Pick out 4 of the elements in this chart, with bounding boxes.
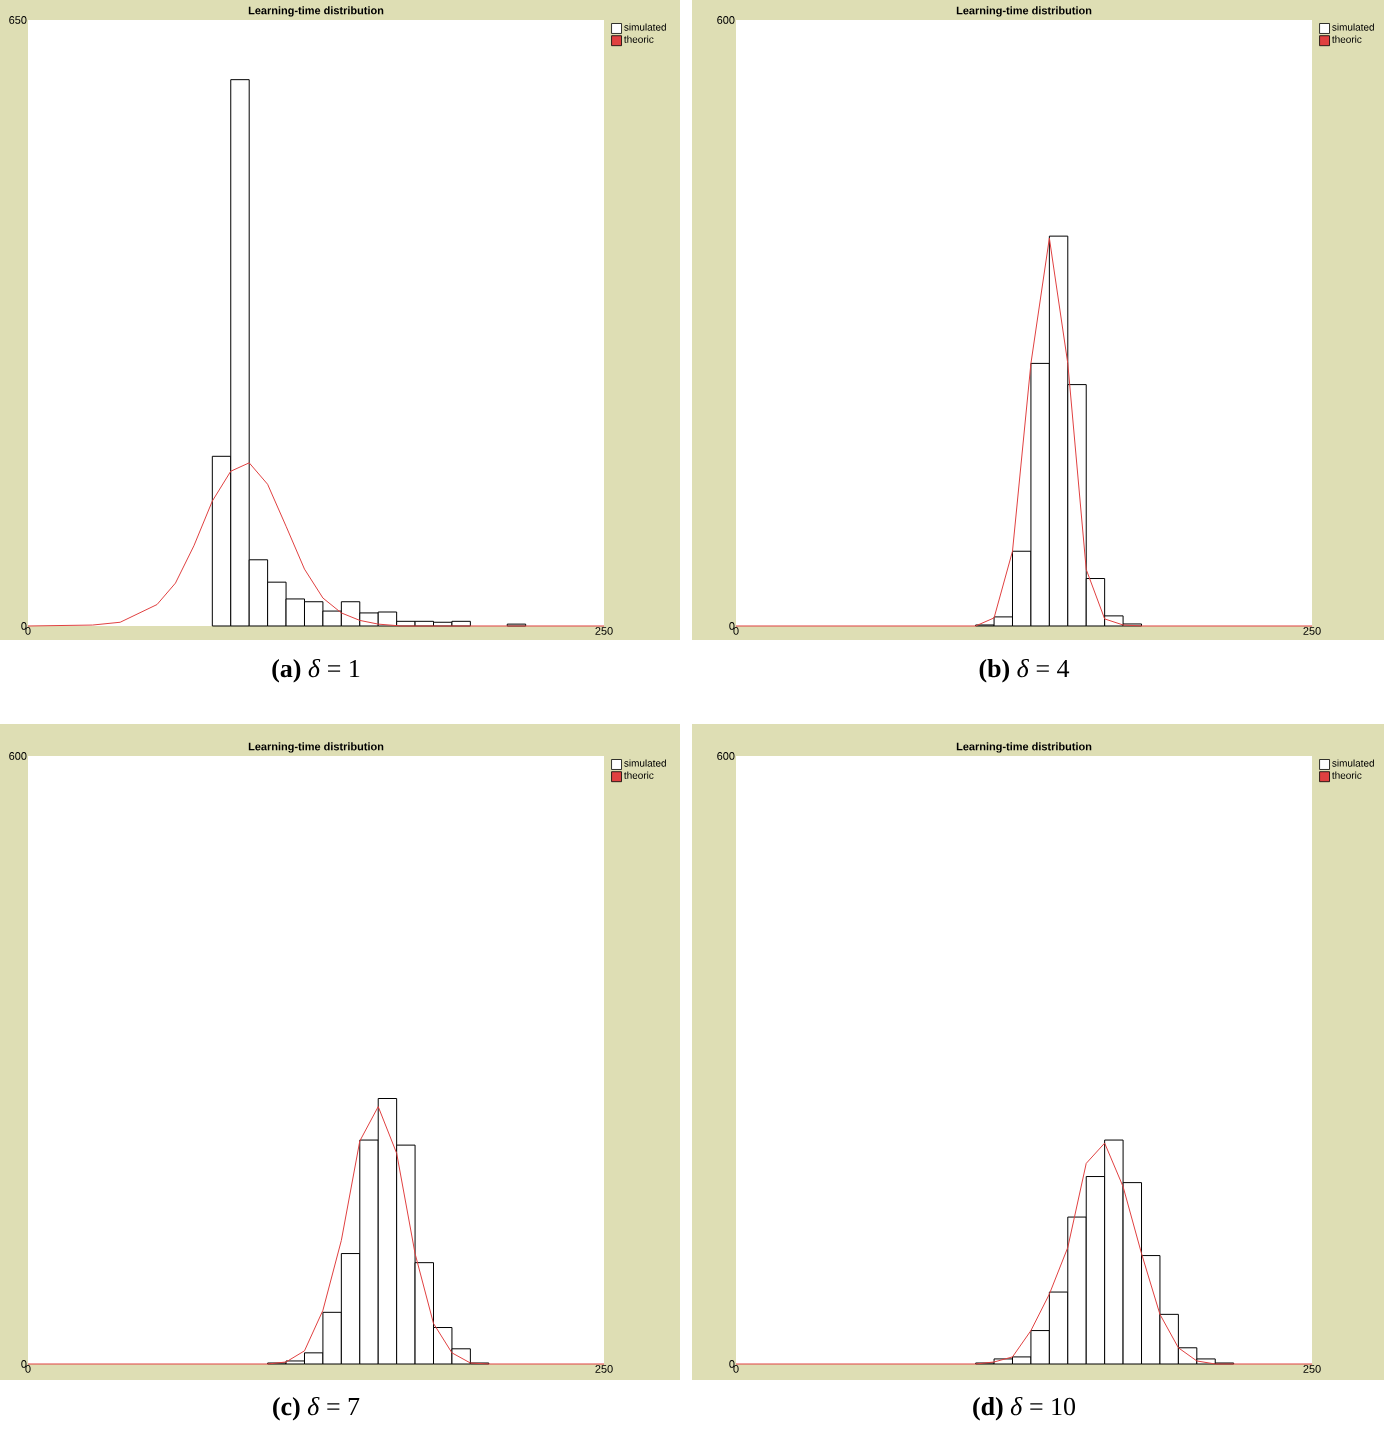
- text: (a) δ = 1: [272, 658, 360, 683]
- text: (c) δ = 7: [273, 1396, 360, 1421]
- text: (d) δ = 10: [973, 1396, 1076, 1421]
- text: (b) δ = 4: [979, 658, 1070, 683]
